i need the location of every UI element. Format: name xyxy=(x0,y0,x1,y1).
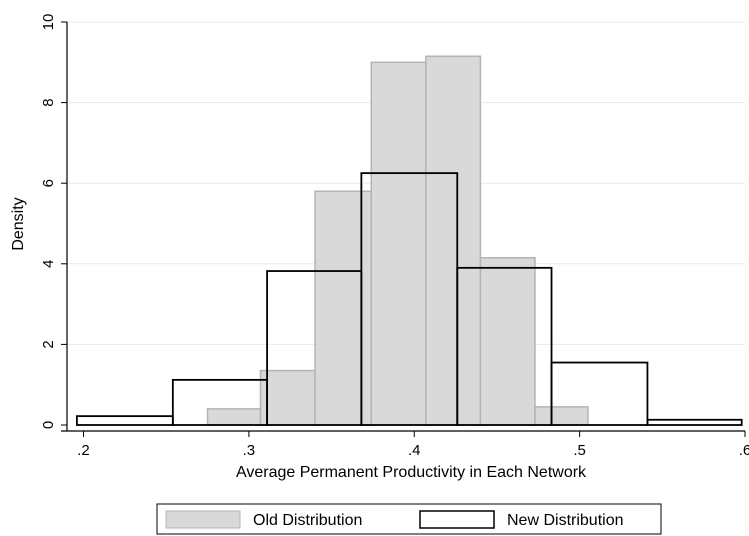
y-tick-label-1: 2 xyxy=(40,340,57,348)
axes xyxy=(61,22,745,432)
x-axis-title: Average Permanent Productivity in Each N… xyxy=(236,464,587,481)
y-tick-label-0: 0 xyxy=(40,421,57,429)
new-distribution-bar-5 xyxy=(550,361,649,426)
old-distribution-bar-1 xyxy=(259,369,316,426)
y-tick-label-2: 4 xyxy=(40,260,57,268)
x-tick-label-3: .5 xyxy=(573,442,586,459)
legend: Old Distribution New Distribution xyxy=(156,503,662,535)
legend-swatch-old-distribution xyxy=(165,510,241,529)
y-tick-label-3: 6 xyxy=(40,179,57,187)
x-tick-label-0: .2 xyxy=(77,442,90,459)
ticks: .2 .3 .4 .5 .6 0 2 4 6 8 10 xyxy=(40,14,749,459)
old-distribution-bar-5 xyxy=(479,257,536,426)
legend-swatch-new-distribution xyxy=(419,510,495,529)
old-distribution-bar-6 xyxy=(534,406,589,426)
x-tick-label-2: .4 xyxy=(408,442,421,459)
old-distribution-bar-3 xyxy=(370,61,427,426)
x-tick-label-1: .3 xyxy=(243,442,256,459)
legend-box xyxy=(156,503,662,535)
new-distribution-bar-6 xyxy=(646,418,743,426)
y-tick-label-4: 8 xyxy=(40,98,57,106)
old-distribution-bar-2 xyxy=(314,190,373,426)
y-tick-label-5: 10 xyxy=(40,14,57,31)
legend-label-old-distribution: Old Distribution xyxy=(253,512,362,529)
legend-label-new-distribution: New Distribution xyxy=(507,512,623,529)
new-distribution-bar-4 xyxy=(456,266,553,426)
new-distribution-bars xyxy=(76,172,743,426)
x-tick-label-4: .6 xyxy=(739,442,749,459)
old-distribution-bar-0 xyxy=(206,408,262,426)
y-axis-title: Density xyxy=(10,197,27,250)
old-distribution-bar-4 xyxy=(425,55,482,426)
